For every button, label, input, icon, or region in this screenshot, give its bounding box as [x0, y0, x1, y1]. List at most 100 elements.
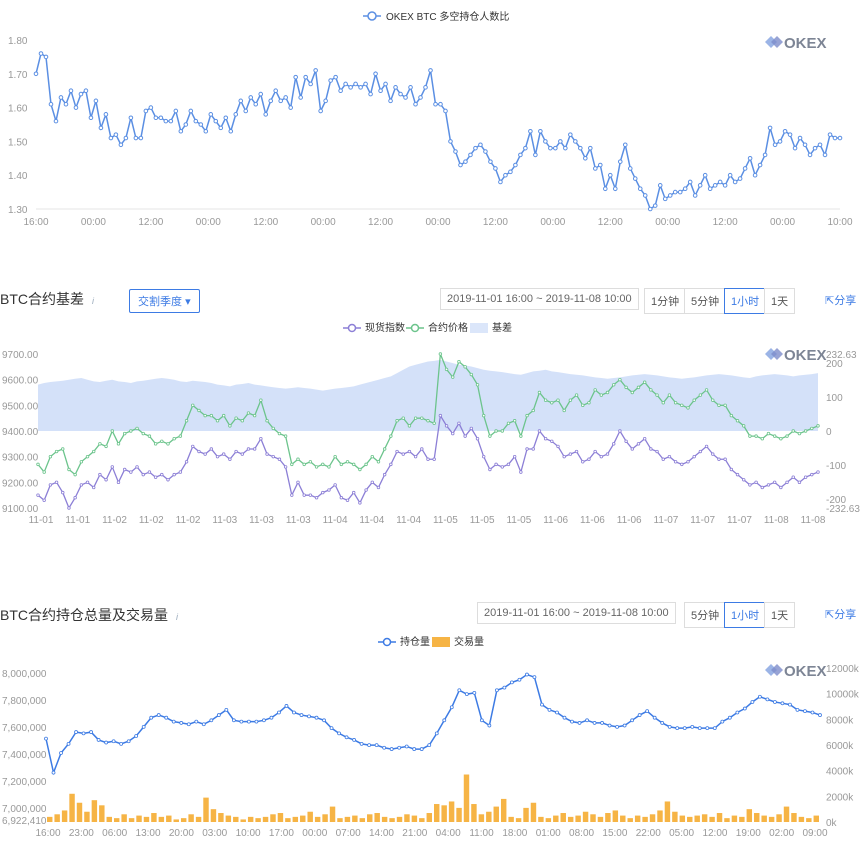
data-point	[253, 101, 259, 107]
volume-bar	[493, 806, 499, 822]
interval-button-3[interactable]: 1天	[764, 288, 796, 314]
volume-bar	[582, 811, 589, 822]
data-point	[791, 475, 795, 479]
y-tick-label: 9600.00	[2, 376, 39, 387]
data-point	[468, 152, 473, 158]
data-point	[363, 81, 368, 87]
data-point	[388, 98, 393, 104]
data-point	[73, 496, 77, 500]
data-point	[563, 145, 568, 151]
data-point	[618, 429, 622, 433]
legend[interactable]: 持仓量 交易量	[378, 635, 484, 648]
okex-logo: OKEX	[765, 35, 827, 52]
interval-button-0[interactable]: 5分钟	[684, 602, 727, 628]
data-point	[475, 383, 480, 387]
data-point	[587, 457, 591, 461]
data-point	[533, 152, 538, 158]
legend[interactable]: OKEX BTC 多空持仓人数比	[363, 10, 509, 23]
section-title-open-interest: BTC合约持仓总量及交易量 i	[0, 607, 178, 623]
volume-bar	[84, 811, 90, 822]
data-point	[438, 352, 443, 356]
data-point	[562, 454, 566, 459]
x-tick-label: 11-06	[543, 515, 568, 526]
volume-bar	[471, 804, 477, 822]
data-point	[404, 744, 409, 749]
legend[interactable]: 现货指数 合约价格 基差	[343, 321, 512, 334]
date-range-picker[interactable]: 2019-11-01 16:00 ~ 2019-11-08 10:00	[477, 602, 676, 624]
data-point	[370, 454, 374, 459]
data-point	[48, 101, 54, 107]
data-point	[209, 413, 214, 418]
share-button[interactable]: ⇱分享	[825, 609, 857, 621]
data-point	[760, 485, 764, 490]
y-right-tick-label: 100	[826, 393, 843, 404]
interval-button-1[interactable]: 5分钟	[684, 288, 727, 314]
data-point	[673, 460, 678, 464]
x-tick-label: 11-05	[470, 515, 495, 526]
data-point	[339, 496, 344, 500]
data-point	[104, 444, 108, 449]
data-point	[717, 457, 721, 461]
data-point	[359, 741, 364, 746]
data-point	[412, 747, 417, 751]
data-point	[494, 429, 498, 433]
data-point	[525, 672, 529, 677]
data-point	[494, 688, 499, 693]
data-point	[179, 721, 184, 725]
y-tick-label: 1.70	[8, 70, 28, 81]
interval-button-2[interactable]: 1小时	[724, 288, 767, 314]
volume-bar	[240, 819, 246, 822]
data-point	[252, 447, 257, 451]
interval-button-0[interactable]: 1分钟	[644, 288, 687, 314]
x-tick-label: 11-02	[176, 515, 201, 526]
info-icon[interactable]: i	[92, 296, 94, 306]
data-point	[160, 472, 164, 477]
data-point	[458, 162, 463, 168]
date-range-picker[interactable]: 2019-11-01 16:00 ~ 2019-11-08 10:00	[440, 288, 639, 310]
volume-bar	[270, 814, 276, 822]
data-point	[649, 388, 653, 392]
data-point	[303, 74, 308, 80]
data-point	[339, 462, 344, 467]
volume-bar	[411, 815, 418, 822]
data-point	[483, 149, 488, 154]
data-point	[687, 179, 693, 185]
x-tick-label: 18:00	[502, 828, 527, 839]
data-point	[523, 145, 528, 151]
interval-button-2[interactable]: 1天	[764, 602, 796, 628]
data-point	[395, 449, 399, 454]
data-point	[747, 156, 753, 161]
volume-bar	[121, 814, 127, 822]
data-point	[797, 135, 803, 141]
data-point	[203, 452, 207, 456]
data-point	[705, 726, 710, 731]
interval-button-1[interactable]: 1小时	[724, 602, 767, 628]
x-tick-label: 06:00	[102, 828, 127, 839]
data-point	[53, 118, 59, 124]
info-icon[interactable]: i	[176, 612, 178, 622]
data-point	[277, 457, 282, 461]
x-tick-label: 11-07	[727, 515, 752, 526]
volume-bar	[687, 816, 693, 822]
x-tick-label: 11-05	[433, 515, 458, 526]
volume-bar	[47, 816, 53, 822]
data-point	[618, 377, 622, 382]
x-tick-label: 20:00	[169, 828, 194, 839]
data-point	[525, 413, 529, 418]
x-tick-label: 11-07	[654, 515, 679, 526]
data-point	[735, 710, 740, 715]
x-tick-label: 12:00	[253, 217, 278, 228]
x-tick-label: 02:00	[769, 828, 794, 839]
data-point	[630, 390, 634, 395]
x-tick-label: 16:00	[23, 217, 48, 228]
data-point	[269, 715, 274, 720]
data-point	[568, 398, 573, 402]
share-button[interactable]: ⇱分享	[825, 295, 857, 307]
data-point	[624, 439, 628, 443]
contract-type-dropdown[interactable]: 交割季度 ▾	[129, 289, 200, 313]
basis-chart: 现货指数 合约价格 基差 OKEX 9700.00 9600.00 9500.00 9…	[2, 321, 860, 526]
data-point	[116, 480, 121, 485]
data-point	[697, 183, 703, 188]
data-point	[636, 442, 641, 446]
data-point	[617, 159, 623, 164]
